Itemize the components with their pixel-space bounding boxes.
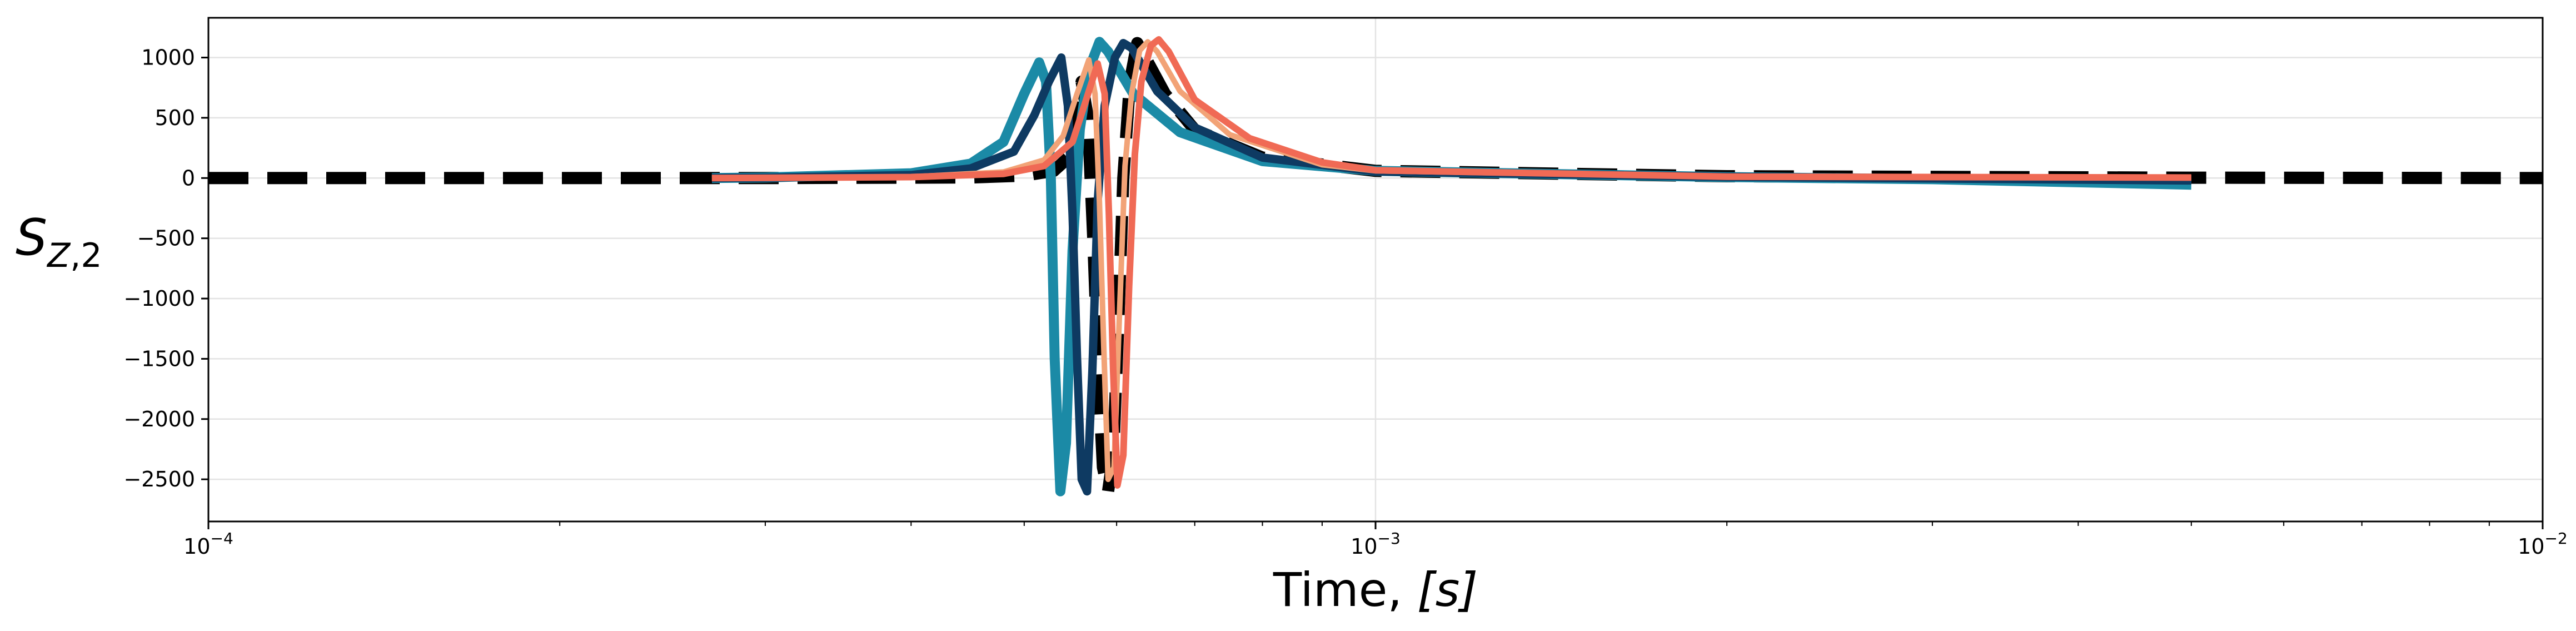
y-tick-label: −1000 — [123, 286, 195, 311]
x-axis-label: Time, [s] — [1273, 563, 1478, 617]
x-axis-label-text: Time, — [1273, 563, 1417, 617]
series-line — [711, 37, 2191, 496]
x-axis-label-unit: [s] — [1417, 563, 1478, 617]
x-tick-label: 10−4 — [183, 529, 233, 559]
y-tick-label: −1500 — [123, 346, 195, 371]
x-tick-label-exponent: −3 — [1378, 529, 1401, 548]
x-tick-label-exponent: −4 — [211, 529, 233, 548]
y-axis-label: SZ,2 — [16, 208, 102, 275]
y-tick-label: −2500 — [123, 467, 195, 491]
grid-layer — [207, 18, 2544, 521]
x-tick-label: 10−3 — [1351, 529, 1401, 559]
y-axis-label-sub-number: ,2 — [70, 236, 102, 275]
y-tick-label: 500 — [155, 106, 195, 130]
x-tick-label-exponent: −2 — [2545, 529, 2568, 548]
series-layer — [208, 36, 2543, 498]
x-tick-label-base: 10 — [183, 534, 210, 559]
y-axis-label-main: S — [16, 208, 47, 267]
x-tick-label-base: 10 — [1351, 534, 1377, 559]
series-line — [711, 39, 2191, 483]
y-tick-label: −2000 — [123, 407, 195, 431]
y-tick-label: 1000 — [141, 46, 195, 70]
x-tick-label: 10−2 — [2518, 529, 2568, 559]
y-tick-label: 0 — [182, 166, 195, 190]
y-tick-label: −500 — [137, 226, 195, 251]
series-line — [711, 39, 2191, 496]
series-line — [711, 36, 2191, 489]
y-axis-label-sub-letter: Z — [46, 236, 71, 275]
x-tick-label-base: 10 — [2518, 534, 2544, 559]
